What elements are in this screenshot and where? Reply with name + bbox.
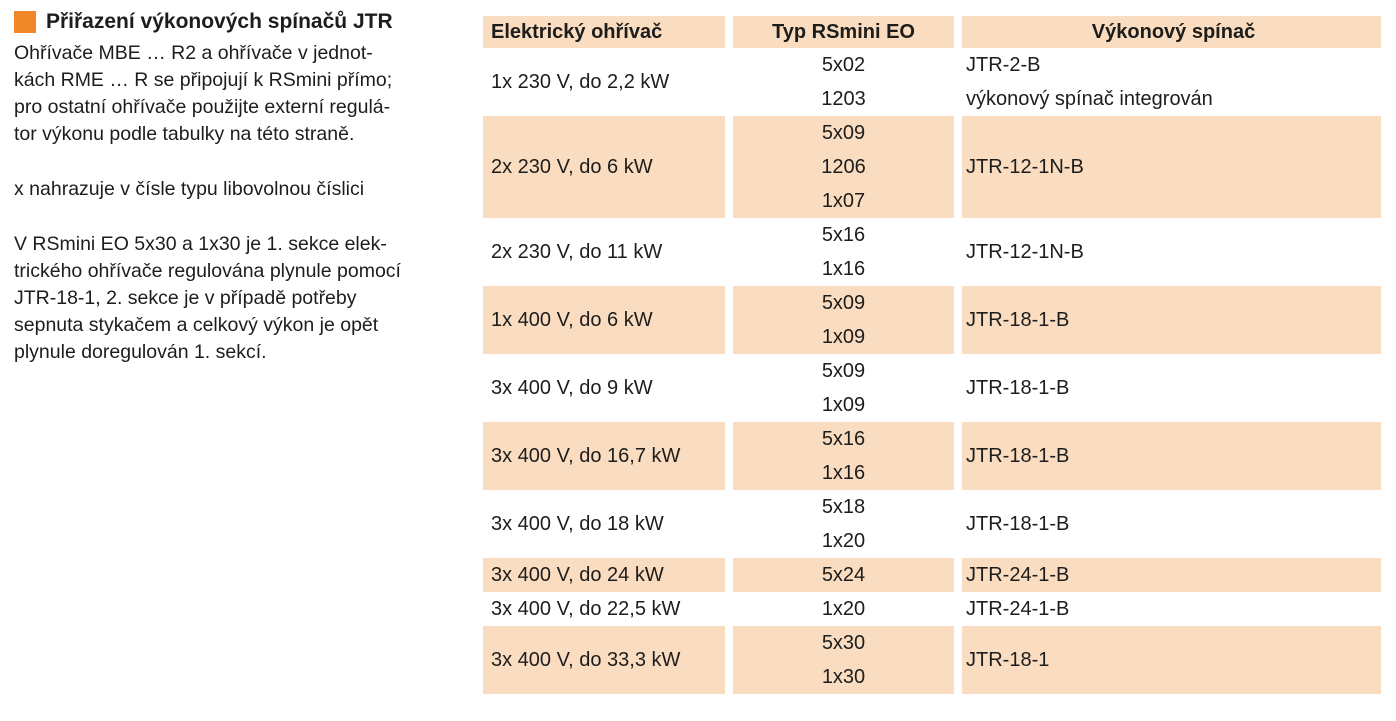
heater-cell: 3x 400 V, do 16,7 kW [483,422,725,490]
heater-cell: 2x 230 V, do 11 kW [483,218,725,286]
switch-value: JTR-24-1-B [966,598,1070,620]
switch-value: JTR-12-1N-B [966,156,1084,178]
switch-value: JTR-18-1 [966,649,1050,671]
header-cell-rsmini-type: Typ RSmini EO [733,16,954,48]
rsmini-type-value: 1x20 [821,598,866,620]
switch-cell: JTR-18-1-B [962,422,1381,490]
switch-value: JTR-2-B [966,54,1041,76]
rsmini-type-value: 5x24 [821,564,866,586]
table-row: 1x 400 V, do 6 kW 5x09 1x09 JTR-18-1-B [483,286,1381,354]
switch-cell: JTR-12-1N-B [962,116,1381,218]
table-row: 1x 230 V, do 2,2 kW 5x02 1203 JTR-2-B výkono… [483,48,1381,116]
heater-cell: 3x 400 V, do 24 kW [483,558,725,592]
heater-cell: 3x 400 V, do 22,5 kW [483,592,725,626]
rsmini-type-cell: 5x18 1x20 [733,490,954,558]
rsmini-type-value: 1x09 [821,394,866,416]
switch-cell: JTR-24-1-B [962,592,1381,626]
switch-cell: JTR-24-1-B [962,558,1381,592]
switch-cell: JTR-18-1-B [962,286,1381,354]
table-row: 3x 400 V, do 9 kW 5x09 1x09 JTR-18-1-B [483,354,1381,422]
rsmini-type-value: 5x09 [821,292,866,314]
section-title-row: Přiřazení výkonových spínačů JTR [14,10,476,34]
table-row: 3x 400 V, do 24 kW 5x24 JTR-24-1-B [483,558,1381,592]
rsmini-type-cell: 5x24 [733,558,954,592]
switch-cell: JTR-12-1N-B [962,218,1381,286]
rsmini-type-cell: 5x09 1x09 [733,286,954,354]
rsmini-type-cell: 5x09 1206 1x07 [733,116,954,218]
rsmini-type-cell: 5x30 1x30 [733,626,954,694]
table-row: 3x 400 V, do 18 kW 5x18 1x20 JTR-18-1-B [483,490,1381,558]
rsmini-type-value: 1x16 [821,258,866,280]
switch-cell: JTR-18-1 [962,626,1381,694]
intro-paragraph: Ohřívače MBE … R2 a ohřívače v jednot- k… [14,42,393,145]
header-cell-switch: Výkonový spínač [962,16,1381,48]
rsmini-type-value: 1x07 [821,190,866,212]
rsmini-type-value: 1x16 [821,462,866,484]
switch-value: JTR-24-1-B [966,564,1070,586]
table-row: 2x 230 V, do 11 kW 5x16 1x16 JTR-12-1N-B [483,218,1381,286]
table-row: 3x 400 V, do 22,5 kW 1x20 JTR-24-1-B [483,592,1381,626]
switch-cell: JTR-2-B výkonový spínač integrován [962,48,1381,116]
switch-value: JTR-18-1-B [966,377,1070,399]
heater-cell: 3x 400 V, do 33,3 kW [483,626,725,694]
rsmini-type-value: 5x18 [821,496,866,518]
jtr-assignment-table: Elektrický ohřívač Typ RSmini EO Výkonov… [483,16,1381,694]
rsmini-type-value: 5x30 [821,632,866,654]
rsmini-type-cell: 5x02 1203 [733,48,954,116]
heater-cell: 1x 230 V, do 2,2 kW [483,48,725,116]
rsmini-type-value: 5x16 [821,224,866,246]
orange-square-bullet-icon [14,11,36,33]
rsmini-type-cell: 5x16 1x16 [733,422,954,490]
rsmini-type-value: 1x09 [821,326,866,348]
switch-value: JTR-18-1-B [966,513,1070,535]
table-header-row: Elektrický ohřívač Typ RSmini EO Výkonov… [483,16,1381,48]
note-paragraph: x nahrazuje v čísle typu libovolnou čísl… [14,178,365,200]
rsmini-type-cell: 5x09 1x09 [733,354,954,422]
switch-value: JTR-12-1N-B [966,241,1084,263]
left-text-panel: Přiřazení výkonových spínačů JTR Ohřívač… [14,10,476,394]
heater-cell: 1x 400 V, do 6 kW [483,286,725,354]
rsmini-type-value: 1x30 [821,666,866,688]
table-row: 3x 400 V, do 16,7 kW 5x16 1x16 JTR-18-1-B [483,422,1381,490]
table-row: 2x 230 V, do 6 kW 5x09 1206 1x07 JTR-12-1N-B [483,116,1381,218]
regulation-paragraph: V RSmini EO 5x30 a 1x30 je 1. sekce elek… [14,233,401,363]
switch-cell: JTR-18-1-B [962,354,1381,422]
rsmini-type-value: 1203 [821,88,866,110]
switch-cell: JTR-18-1-B [962,490,1381,558]
rsmini-type-cell: 1x20 [733,592,954,626]
table-body: 1x 230 V, do 2,2 kW 5x02 1203 JTR-2-B výkono… [483,48,1381,694]
heater-cell: 3x 400 V, do 9 kW [483,354,725,422]
section-title: Přiřazení výkonových spínačů JTR [46,10,393,33]
heater-cell: 3x 400 V, do 18 kW [483,490,725,558]
rsmini-type-value: 5x02 [821,54,866,76]
rsmini-type-cell: 5x16 1x16 [733,218,954,286]
switch-value: výkonový spínač integrován [966,88,1213,110]
heater-cell: 2x 230 V, do 6 kW [483,116,725,218]
rsmini-type-value: 5x16 [821,428,866,450]
switch-value: JTR-18-1-B [966,445,1070,467]
table-row: 3x 400 V, do 33,3 kW 5x30 1x30 JTR-18-1 [483,626,1381,694]
rsmini-type-value: 5x09 [821,122,866,144]
switch-value: JTR-18-1-B [966,309,1070,331]
rsmini-type-value: 1x20 [821,530,866,552]
rsmini-type-value: 5x09 [821,360,866,382]
header-cell-heater: Elektrický ohřívač [483,16,725,48]
rsmini-type-value: 1206 [821,156,866,178]
